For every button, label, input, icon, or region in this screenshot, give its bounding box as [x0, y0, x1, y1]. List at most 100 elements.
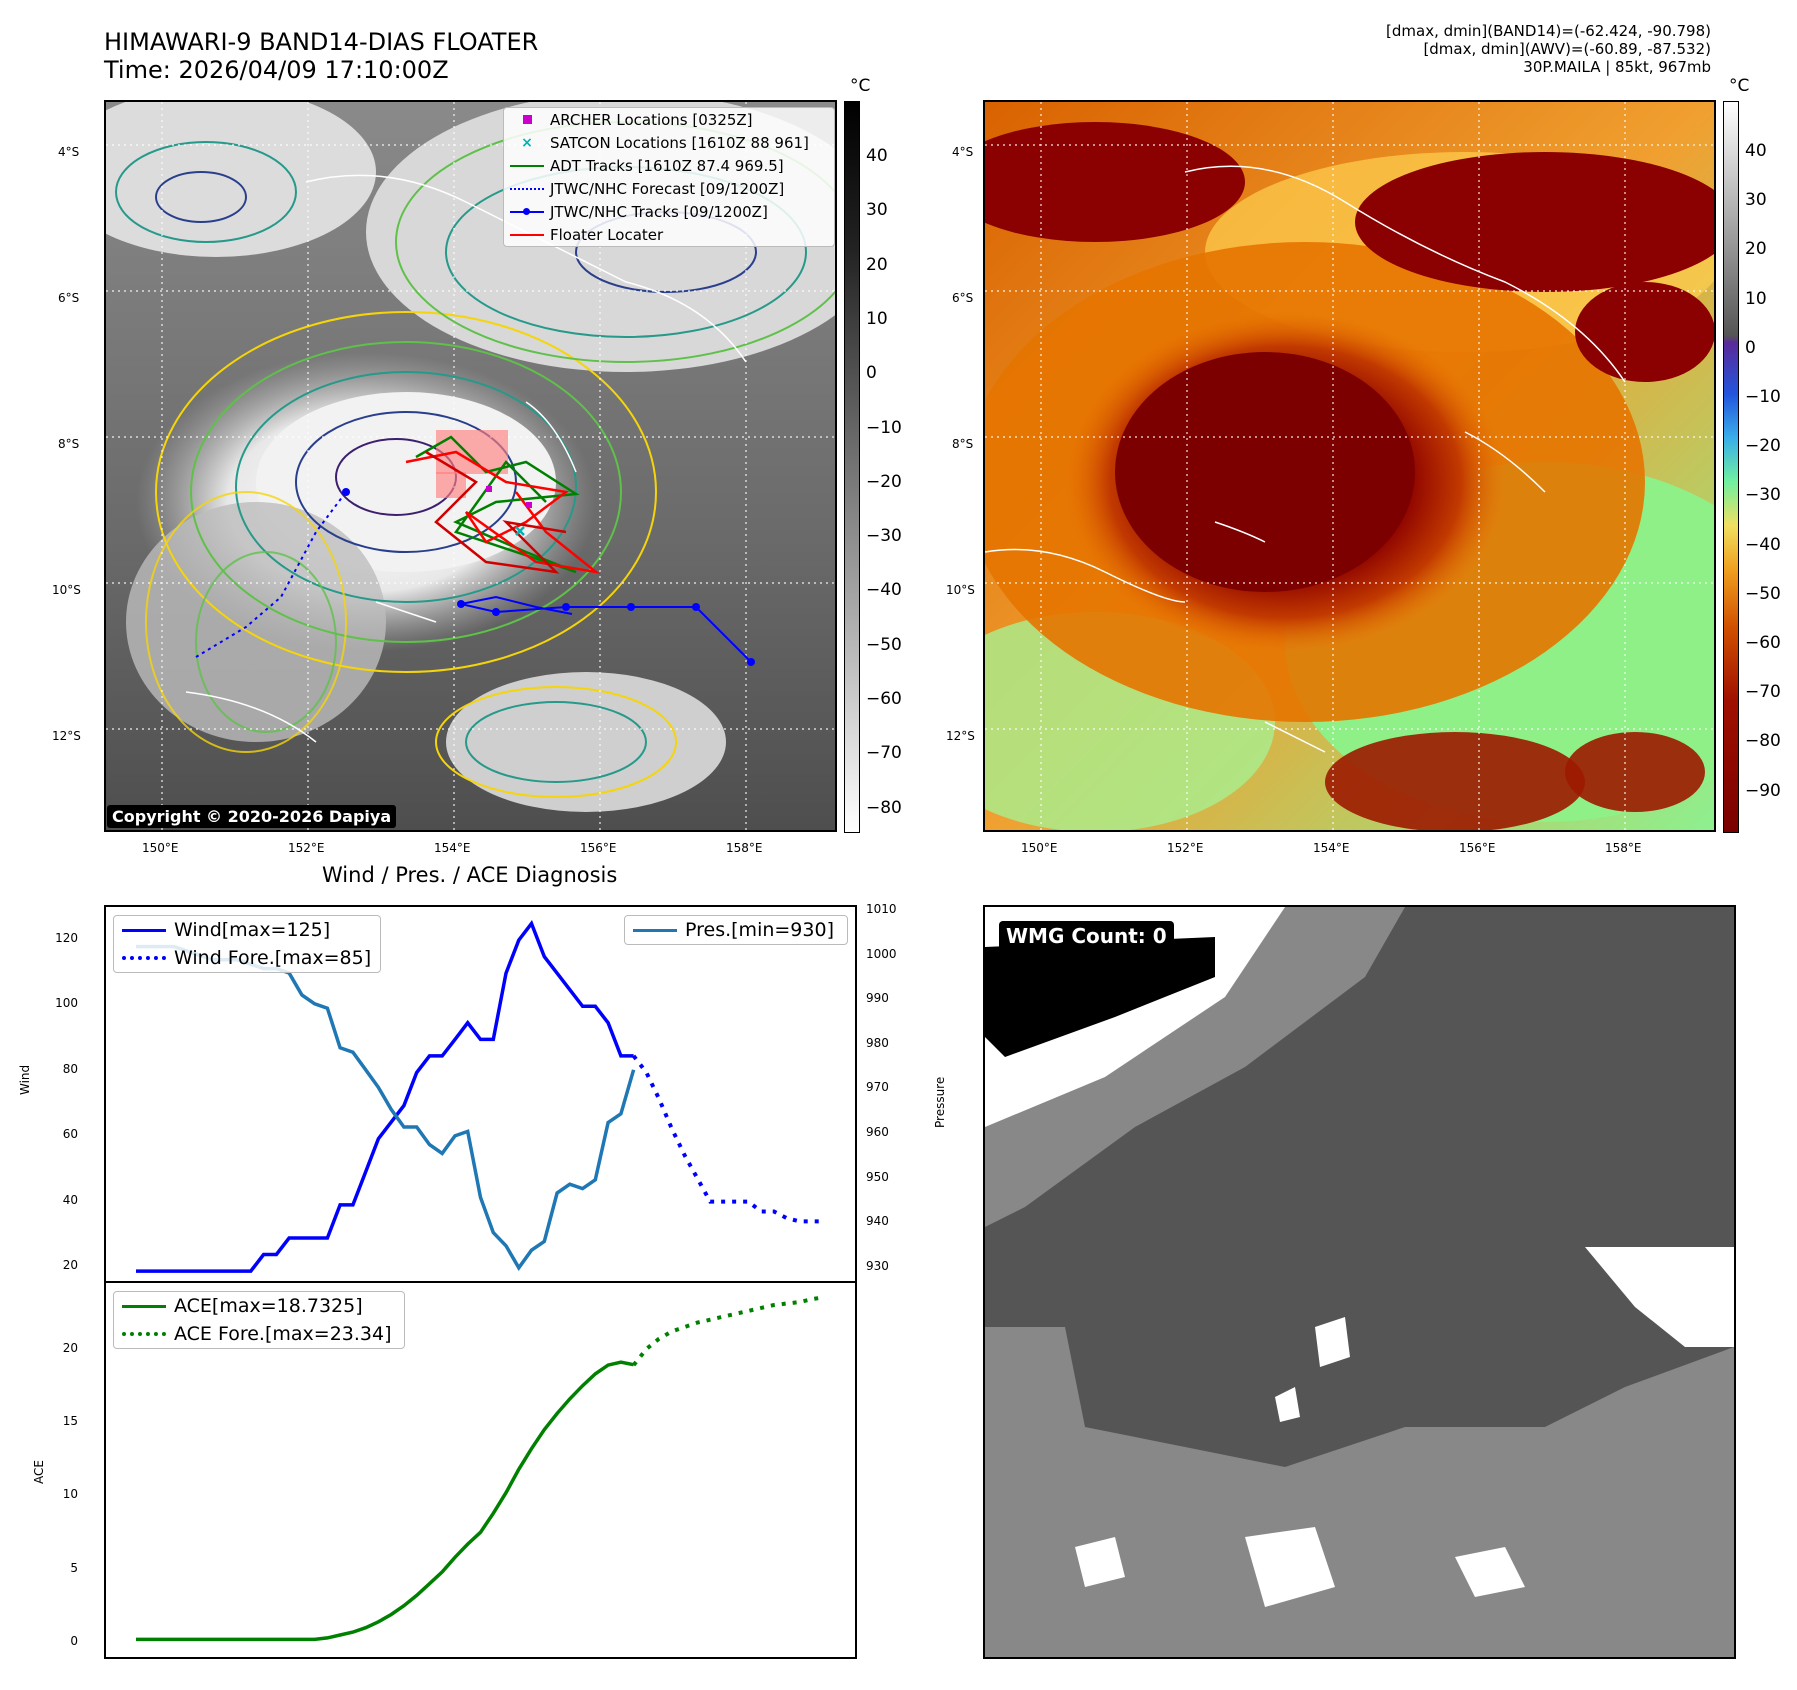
info-box: [dmax, dmin](BAND14)=(-62.424, -90.798) …	[1386, 22, 1711, 76]
axis-tick-label: −60	[1745, 633, 1781, 653]
axis-tick-label: 1010	[866, 902, 897, 916]
lat-label: 10°S	[946, 583, 975, 597]
lon-label: 156°E	[1459, 841, 1496, 855]
pres-axis-label: Pressure	[933, 1076, 947, 1128]
ace-forecast-series-line	[632, 1295, 826, 1367]
axis-tick-label: 20	[866, 254, 888, 275]
axis-tick-label: −10	[866, 417, 902, 438]
lon-label: 154°E	[434, 841, 471, 855]
axis-tick-label: 10	[1745, 288, 1767, 309]
axis-tick-label: 120	[55, 931, 78, 945]
lon-label: 150°E	[1021, 841, 1058, 855]
ir-map-panel: ARCHER Locations [0325Z] × SATCON Locati…	[104, 100, 837, 832]
lon-label: 158°E	[726, 841, 763, 855]
axis-tick-label: 40	[1745, 141, 1767, 161]
axis-tick-label: 0	[866, 363, 877, 384]
figure-title: HIMAWARI-9 BAND14-DIAS FLOATER Time: 202…	[104, 28, 538, 84]
wmg-canvas	[985, 907, 1734, 1657]
wmg-panel: WMG Count: 0	[983, 905, 1736, 1659]
axis-tick-label: −10	[1745, 387, 1781, 407]
axis-tick-label: 5	[70, 1560, 78, 1575]
legend-tracks: JTWC/NHC Tracks [09/1200Z]	[504, 200, 834, 223]
lon-label: 150°E	[142, 841, 179, 855]
ace-panel: ACE[max=18.7325] ACE Fore.[max=23.34]	[104, 1281, 857, 1659]
axis-tick-label: −50	[1745, 583, 1781, 604]
axis-tick-label: 960	[866, 1125, 889, 1139]
info-line-3: 30P.MAILA | 85kt, 967mb	[1523, 58, 1711, 76]
axis-tick-label: −40	[866, 580, 902, 601]
axis-tick-label: 40	[62, 1192, 78, 1207]
axis-tick-label: 40	[866, 146, 888, 166]
axis-tick-label: 20	[62, 1258, 78, 1272]
axis-tick-label: 950	[866, 1169, 889, 1184]
ace-plot	[136, 1295, 826, 1642]
axis-tick-label: 1000	[866, 946, 897, 961]
axis-tick-label: 0	[1745, 337, 1756, 358]
info-line-2: [dmax, dmin](AWV)=(-60.89, -87.532)	[1423, 40, 1711, 58]
axis-tick-label: 0	[70, 1633, 78, 1648]
legend-wind-fore: Wind Fore.[max=85]	[114, 944, 380, 972]
wind-legend: Wind[max=125] Wind Fore.[max=85]	[113, 915, 381, 973]
axis-tick-label: 970	[866, 1080, 889, 1095]
info-line-1: [dmax, dmin](BAND14)=(-62.424, -90.798)	[1386, 22, 1711, 40]
lon-label: 152°E	[288, 841, 325, 855]
legend-adt: ADT Tracks [1610Z 87.4 969.5]	[504, 154, 834, 177]
lon-label: 158°E	[1605, 841, 1642, 855]
legend-forecast: JTWC/NHC Forecast [09/1200Z]	[504, 177, 834, 200]
lon-label: 156°E	[580, 841, 617, 855]
axis-tick-label: 60	[62, 1127, 78, 1142]
wind-axis-label: Wind	[18, 1064, 32, 1095]
axis-tick-label: −70	[866, 743, 902, 764]
lat-label: 6°S	[58, 291, 80, 305]
lat-label: 12°S	[52, 729, 81, 743]
axis-tick-label: 30	[1745, 190, 1767, 211]
axis-tick-label: 30	[866, 200, 888, 221]
axis-tick-label: 980	[866, 1035, 889, 1050]
ace-legend: ACE[max=18.7325] ACE Fore.[max=23.34]	[113, 1291, 405, 1349]
pressure-series-line	[136, 944, 636, 1272]
axis-tick-label: −20	[1745, 436, 1781, 457]
ace-series-line	[136, 1360, 634, 1642]
legend-floater: Floater Locater	[504, 223, 834, 246]
axis-tick-label: −70	[1745, 682, 1781, 703]
axis-tick-label: 10	[866, 308, 888, 329]
colorbar-right	[1723, 101, 1739, 833]
lat-label: 6°S	[952, 291, 974, 305]
legend-archer: ARCHER Locations [0325Z]	[504, 108, 834, 131]
axis-tick-label: 990	[866, 991, 889, 1006]
axis-tick-label: −60	[866, 689, 902, 709]
awv-map-panel	[983, 100, 1716, 832]
legend-satcon: × SATCON Locations [1610Z 88 961]	[521, 133, 809, 152]
axis-tick-label: 20	[1745, 239, 1767, 260]
awv-map-canvas	[985, 102, 1714, 830]
lat-label: 8°S	[58, 437, 80, 451]
colorbar-left	[844, 101, 860, 833]
map-legend: ARCHER Locations [0325Z] × SATCON Locati…	[503, 107, 835, 247]
axis-tick-label: −30	[1745, 485, 1781, 506]
axis-tick-label: 15	[62, 1414, 78, 1429]
copyright-badge: Copyright © 2020-2026 Dapiya	[107, 805, 397, 828]
axis-tick-label: −30	[866, 526, 902, 547]
wind-series-line	[136, 919, 634, 1273]
lon-label: 154°E	[1313, 841, 1350, 855]
axis-tick-label: 940	[866, 1214, 889, 1229]
axis-tick-label: 930	[866, 1258, 889, 1273]
lon-label: 152°E	[1167, 841, 1204, 855]
legend-wind: Wind[max=125]	[114, 916, 380, 944]
pres-legend: Pres.[min=930]	[624, 915, 848, 945]
axis-tick-label: −50	[866, 634, 902, 655]
diag-title: Wind / Pres. / ACE Diagnosis	[322, 863, 618, 887]
lat-label: 4°S	[58, 145, 80, 159]
axis-tick-label: −40	[1745, 534, 1781, 555]
colorbar-left-unit: °C	[850, 76, 871, 96]
axis-tick-label: 80	[62, 1061, 78, 1076]
colorbar-right-unit: °C	[1729, 76, 1750, 96]
title-line-1: HIMAWARI-9 BAND14-DIAS FLOATER	[104, 28, 539, 56]
axis-tick-label: 10	[62, 1487, 78, 1502]
axis-tick-label: −80	[866, 797, 902, 818]
axis-tick-label: −90	[1745, 780, 1781, 801]
legend-ace: ACE[max=18.7325]	[114, 1292, 404, 1320]
lat-label: 10°S	[52, 583, 81, 597]
legend-pres: Pres.[min=930]	[625, 916, 847, 944]
lat-label: 12°S	[946, 729, 975, 743]
